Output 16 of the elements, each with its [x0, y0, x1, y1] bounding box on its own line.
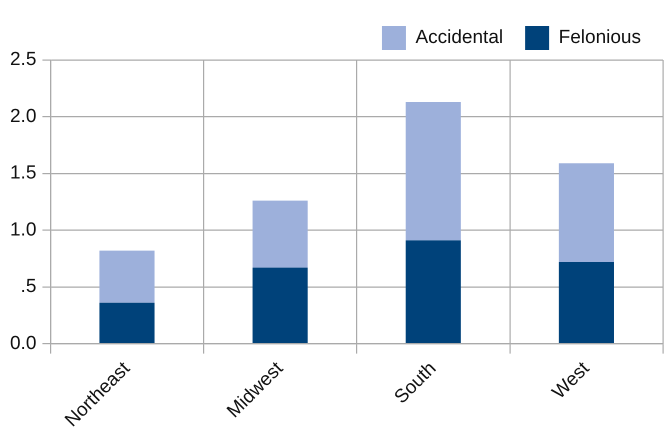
legend-label: Felonious [558, 27, 642, 48]
bar [252, 200, 308, 268]
y-tick-label: 2.0 [10, 106, 36, 127]
bar [406, 240, 461, 344]
bar [99, 302, 155, 344]
y-tick-label: 1.0 [10, 219, 36, 240]
bar [99, 250, 155, 303]
y-tick-label: 0.0 [10, 332, 36, 354]
legend-label: Accidental [415, 27, 504, 48]
bar [558, 262, 614, 344]
y-tick-label: .5 [20, 276, 36, 298]
y-tick-label: 2.5 [10, 49, 36, 70]
bar [406, 102, 461, 240]
bar [558, 163, 614, 262]
bar [252, 268, 308, 344]
y-tick-label: 1.5 [10, 162, 36, 184]
